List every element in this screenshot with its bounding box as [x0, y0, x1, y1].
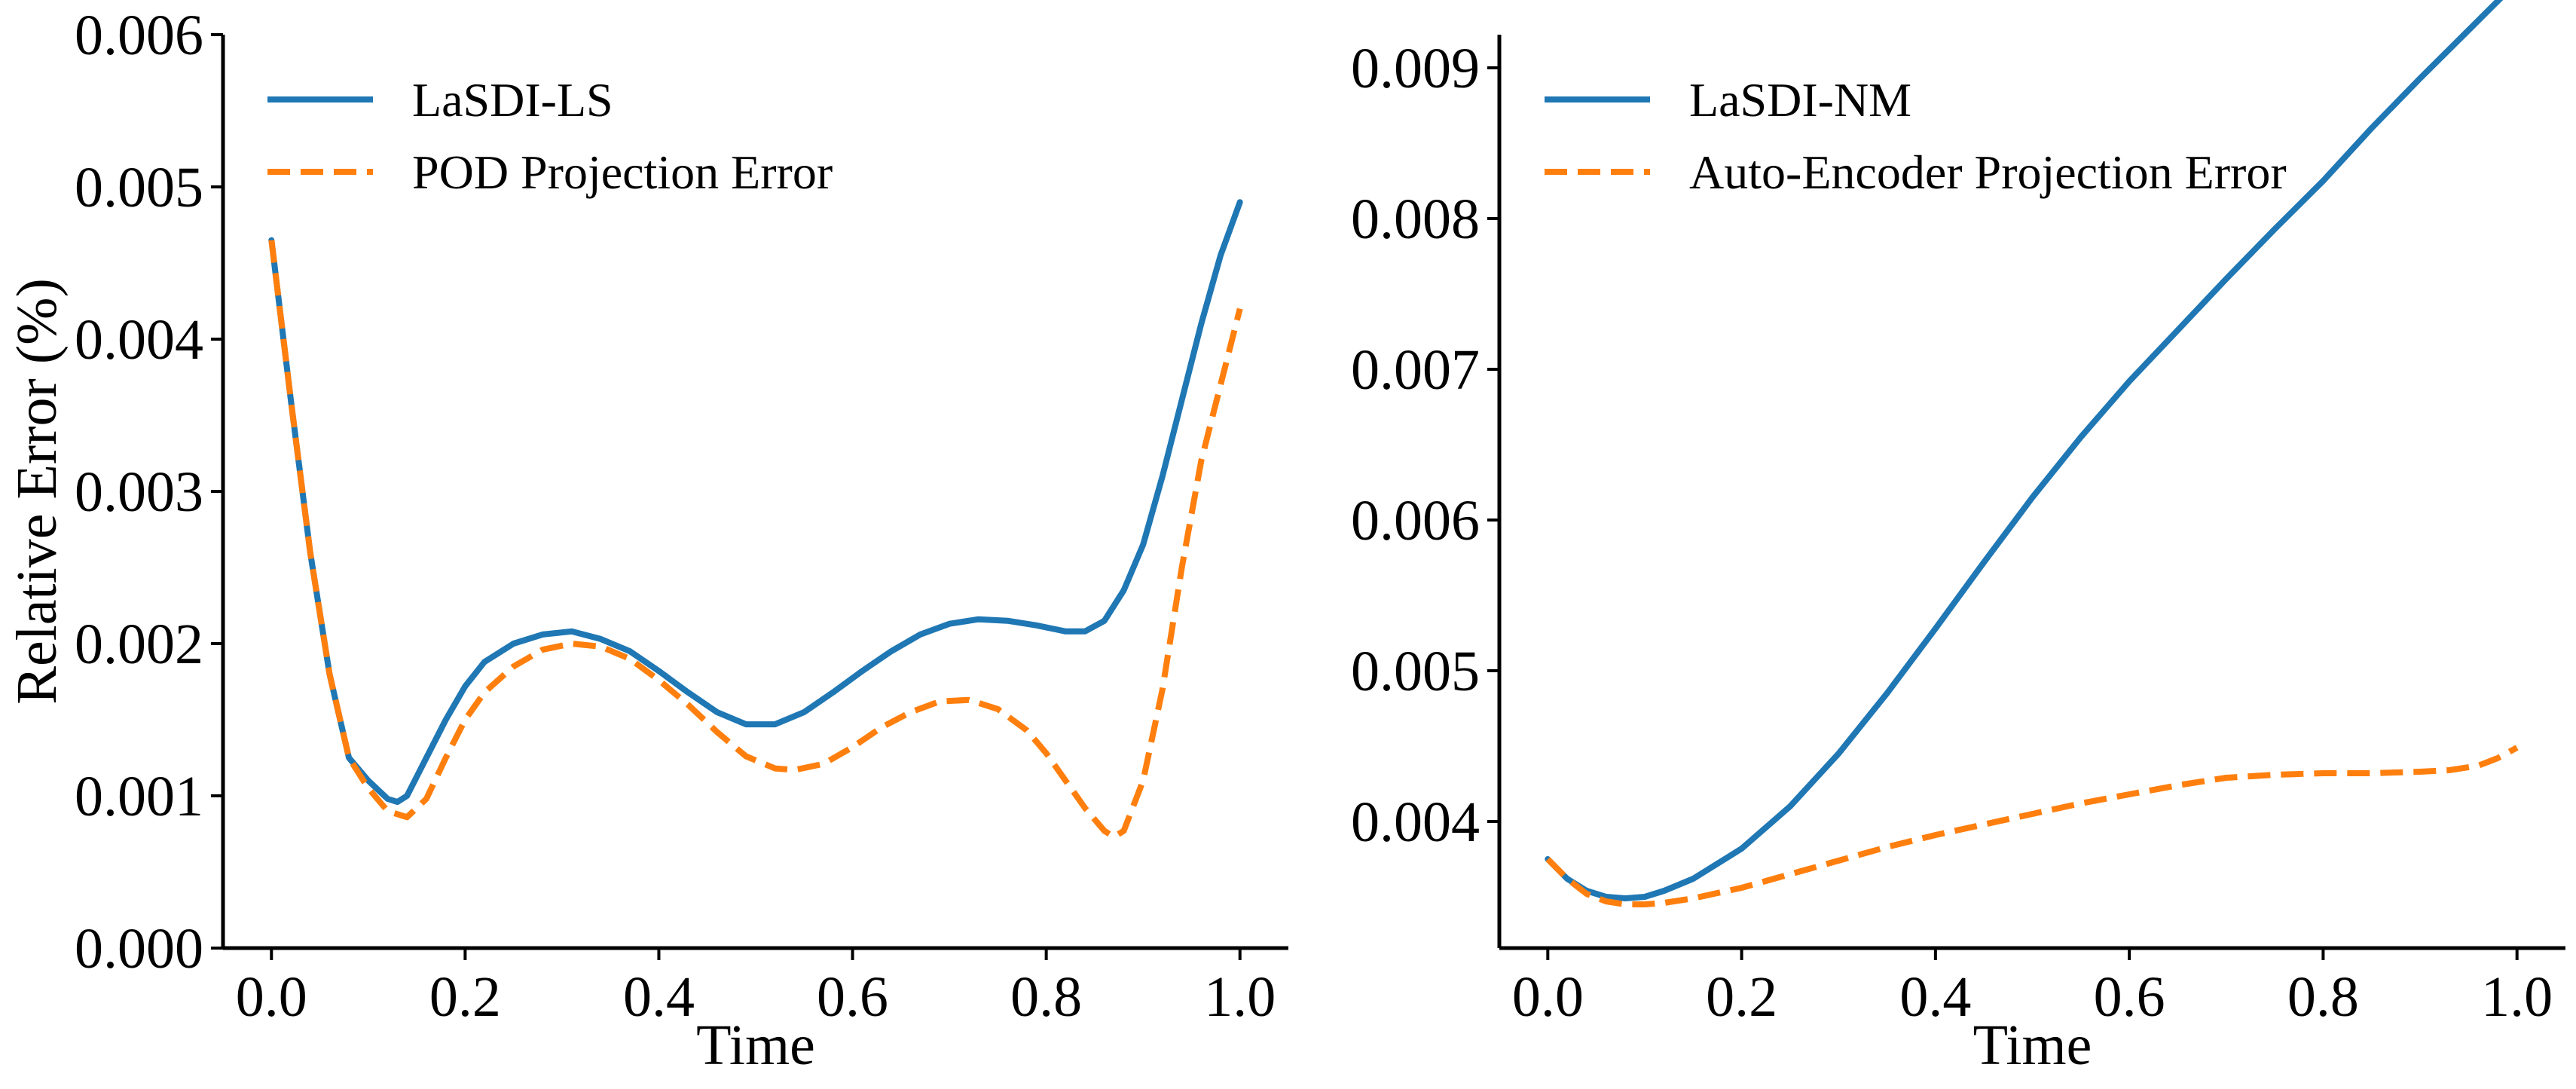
x-tick-label: 0.4: [623, 965, 695, 1029]
x-tick-label: 0.6: [2094, 965, 2165, 1029]
y-tick-label: 0.006: [1351, 489, 1480, 552]
legend-label-1: LaSDI-NM: [1689, 73, 1911, 127]
y-tick-label: 0.007: [1351, 338, 1480, 402]
legend-label-2: POD Projection Error: [412, 145, 833, 199]
y-tick-label: 0.009: [1351, 37, 1480, 100]
x-tick-label: 0.8: [2287, 965, 2359, 1029]
series-line-2: [268, 240, 1243, 840]
chart-panel-2: 0.0 0.2 0.4 0.6 0.8 1.0 0.004 0.005 0.006 0.007 0.…: [1351, 0, 2565, 1077]
series-line-1: [1545, 0, 2504, 901]
y-tick-label: 0.004: [1351, 791, 1480, 854]
chart-panels: 0.0 0.2 0.4 0.6 0.8 1.0 0.000 0.001 0.002 0.003 0.…: [5, 0, 2565, 1077]
y-tick-label: 0.005: [1351, 640, 1480, 703]
x-tick-label: 1.0: [1204, 965, 1276, 1029]
y-tick-label: 0.004: [75, 308, 203, 372]
y-tick-label: 0.000: [75, 917, 203, 980]
x-tick-label: 0.2: [1706, 965, 1777, 1029]
x-tick-label: 0.8: [1010, 965, 1082, 1029]
y-tick-label: 0.006: [75, 4, 203, 67]
x-tick-label: 0.4: [1899, 965, 1971, 1029]
legend-label-1: LaSDI-LS: [412, 73, 613, 127]
x-tick-label: 1.0: [2481, 965, 2553, 1029]
x-axis-label: Time: [1973, 1014, 2092, 1077]
x-tick-label: 0.0: [1512, 965, 1584, 1029]
x-tick-label: 0.0: [236, 965, 307, 1029]
x-tick-label: 0.6: [817, 965, 888, 1029]
y-tick-label: 0.001: [75, 765, 203, 828]
y-tick-label: 0.002: [75, 613, 203, 676]
x-axis-label: Time: [696, 1014, 815, 1077]
y-axis-label: Relative Error (%): [5, 278, 69, 705]
y-tick-label: 0.008: [1351, 188, 1480, 251]
y-tick-label: 0.003: [75, 460, 203, 524]
legend-label-2: Auto-Encoder Projection Error: [1689, 145, 2287, 199]
chart-panel-1: 0.0 0.2 0.4 0.6 0.8 1.0 0.000 0.001 0.002 0.003 0.…: [5, 4, 1288, 1077]
series-line-1: [268, 199, 1243, 806]
y-tick-label: 0.005: [75, 156, 203, 219]
x-tick-label: 0.2: [429, 965, 501, 1029]
